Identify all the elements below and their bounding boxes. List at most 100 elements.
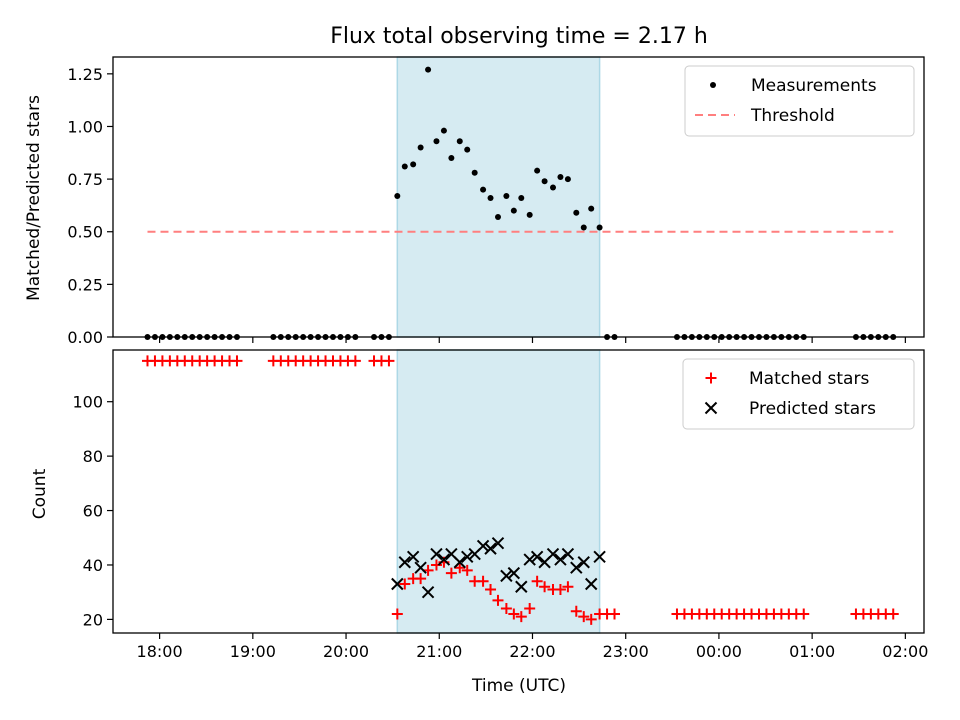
predicted-star-point [500,569,513,583]
legend-swatch-measurements [710,82,716,88]
predicted-star-point [391,577,404,591]
predicted-star-point [414,561,427,574]
predicted-star-point [461,550,474,564]
measurement-point [557,174,564,180]
matched-star-point [430,559,442,571]
measurement-point [480,186,487,193]
matched-star-point [887,608,899,620]
measurement-point [471,169,478,176]
matched-star-point [231,355,243,367]
x-tick-label: 23:00 [603,642,649,661]
measurement-point [526,211,533,218]
matched-star-point [492,594,504,606]
predicted-star-point [453,556,466,569]
matched-star-point [585,613,597,625]
measurement-point [494,214,501,220]
measurement-point [573,209,580,216]
predicted-star-point [546,547,560,561]
matched-star-point [399,578,411,590]
measurement-point [487,195,494,202]
predicted-star-point [515,580,528,593]
matched-star-point [570,605,582,617]
predicted-star-point [507,566,521,580]
measurement-point [588,205,595,212]
measurement-point [534,167,541,174]
predicted-star-point [593,550,606,564]
matched-star-point [349,355,361,367]
matched-star-point [454,562,466,574]
matched-star-point [609,608,621,620]
x-tick-label: 18:00 [137,642,183,661]
measurement-point [394,192,401,199]
matched-star-point [445,567,457,579]
matched-star-point [391,608,403,620]
matched-star-point [539,581,551,593]
top-legend: Measurements Threshold [684,65,915,137]
matched-star-point [578,611,590,623]
x-tick-label: 20:00 [323,642,369,661]
bottom-y-axis-label: Count [30,468,50,519]
matched-star-point [531,575,543,587]
bottom-legend: Matched stars Predicted stars [682,358,915,430]
y-tick-label: 20 [83,610,103,629]
measurement-point [448,155,455,162]
y-tick-label: 40 [83,556,103,575]
matched-star-point [798,608,810,620]
measurement-point [580,224,587,231]
matched-star-point [508,608,520,620]
y-tick-label: 1.25 [67,65,103,84]
measurement-point [564,176,571,183]
predicted-star-point [484,542,497,555]
legend-box [682,358,915,430]
measurement-point [440,127,447,134]
predicted-star-point [585,577,598,591]
predicted-star-point [476,539,490,553]
measurement-point [410,161,417,168]
predicted-star-point [561,547,575,561]
x-tick-label: 22:00 [509,642,555,661]
measurement-point [596,224,603,231]
predicted-star-point [523,553,536,566]
predicted-star-point [437,553,451,566]
matched-star-point [461,564,473,576]
matched-star-point [477,575,489,587]
measurement-point [425,66,432,73]
legend-label: Matched stars [749,369,869,389]
measurement-point [518,195,525,202]
measurement-point [456,138,463,145]
legend-box [684,65,915,137]
y-tick-label: 60 [83,502,103,521]
y-tick-label: 0.00 [67,328,103,347]
axes-frame [112,349,925,634]
measurement-point [510,207,517,214]
measurement-point [433,138,440,145]
measurement-point [417,144,424,151]
x-axis-label: Time (UTC) [471,676,566,696]
top-y-axis-label: Matched/Predicted stars [24,95,44,301]
measurement-point [549,184,556,191]
x-tick-label: 21:00 [416,642,462,661]
bottom-panel: Count Time (UTC) 18:00 19:00 20:00 21:00 22:… [30,349,928,696]
matched-star-point [524,603,536,615]
predicted-star-point [398,556,411,569]
predicted-star-point [570,561,583,574]
matched-star-point [383,355,395,367]
matched-star-point [554,583,566,595]
y-tick-label: 100 [72,393,103,412]
predicted-star-point [530,550,544,564]
predicted-star-point [554,553,567,566]
chart-title: Flux total observing time = 2.17 h [330,24,708,49]
legend-label: Predicted stars [749,399,876,419]
matched-star-point [485,583,497,595]
observing-window-shade [396,56,601,338]
predicted-star-point [430,547,443,561]
y-tick-label: 1.00 [67,117,103,136]
x-tick-label: 00:00 [696,642,742,661]
predicted-star-point [491,536,505,550]
y-tick-label: 0.75 [67,170,103,189]
y-tick-label: 80 [83,447,103,466]
y-tick-label: 0.50 [67,223,103,242]
measurement-point [503,192,510,199]
predicted-star-point [406,550,420,564]
